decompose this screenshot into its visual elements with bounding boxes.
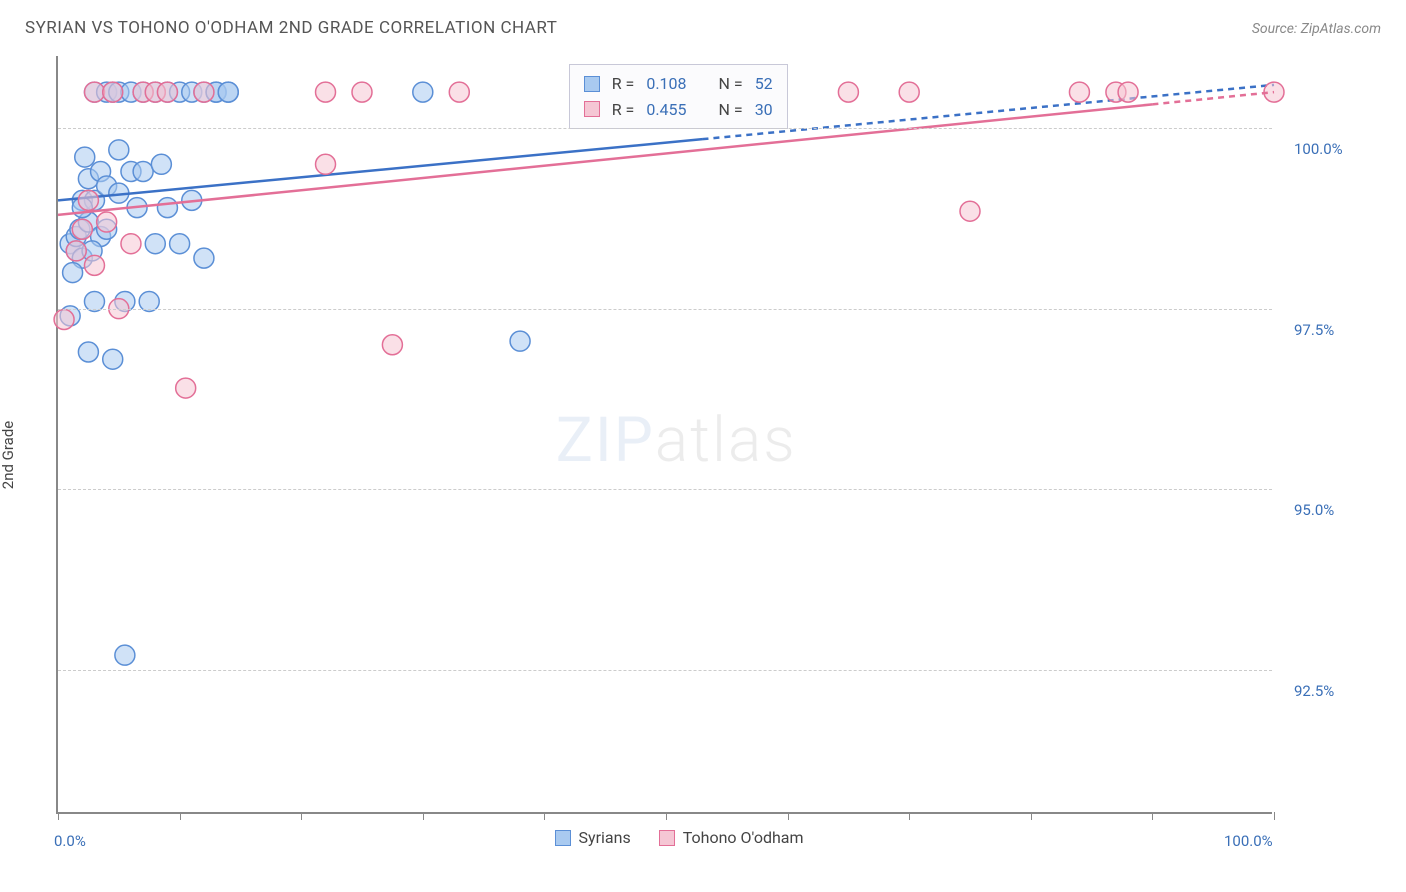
x-tick <box>180 812 181 820</box>
y-axis-label: 2nd Grade <box>0 421 17 489</box>
stats-n-value: 30 <box>755 97 773 123</box>
scatter-point <box>97 212 117 232</box>
y-tick-label: 100.0% <box>1294 140 1343 158</box>
correlation-stats-box: R = 0.108 N = 52 R = 0.455 N = 30 <box>569 64 788 129</box>
gridline <box>58 128 1272 129</box>
legend-swatch <box>659 830 675 846</box>
x-tick <box>58 812 59 820</box>
scatter-point <box>109 140 129 160</box>
scatter-point <box>121 234 141 254</box>
gridline <box>58 489 1272 490</box>
x-tick <box>1274 812 1275 820</box>
x-tick <box>1031 812 1032 820</box>
stats-r-label: R = <box>612 71 635 97</box>
x-tick-label: 0.0% <box>54 832 86 850</box>
scatter-point <box>78 190 98 210</box>
scatter-point <box>449 82 469 102</box>
trend-line-dashed <box>702 85 1274 139</box>
x-tick <box>301 812 302 820</box>
legend-swatch <box>555 830 571 846</box>
scatter-point <box>84 255 104 275</box>
stats-row: R = 0.455 N = 30 <box>584 97 773 123</box>
scatter-point <box>899 82 919 102</box>
scatter-point <box>63 263 83 283</box>
scatter-point <box>84 82 104 102</box>
stats-n-label: N = <box>719 97 743 123</box>
source-link[interactable]: ZipAtlas.com <box>1301 21 1381 37</box>
stats-n-label: N = <box>719 71 743 97</box>
scatter-point <box>103 349 123 369</box>
scatter-point <box>170 234 190 254</box>
x-tick <box>1152 812 1153 820</box>
stats-swatch <box>584 101 600 117</box>
scatter-point <box>151 154 171 174</box>
scatter-point <box>960 201 980 221</box>
scatter-point <box>352 82 372 102</box>
scatter-point <box>194 248 214 268</box>
y-tick-label: 92.5% <box>1294 682 1334 700</box>
bottom-legend: Syrians Tohono O'odham <box>555 828 804 847</box>
x-tick <box>788 812 789 820</box>
x-tick-label: 100.0% <box>1224 832 1273 850</box>
scatter-point <box>316 154 336 174</box>
scatter-point <box>1069 82 1089 102</box>
scatter-point <box>510 331 530 351</box>
legend-label: Syrians <box>579 828 631 847</box>
scatter-point <box>157 198 177 218</box>
x-tick <box>544 812 545 820</box>
gridline <box>58 670 1272 671</box>
plot-area: ZIPatlas R =0.108N =52R =0.455N =30 92.5… <box>56 56 1272 814</box>
stats-r-value: 0.108 <box>646 71 686 97</box>
chart-title: SYRIAN VS TOHONO O'ODHAM 2ND GRADE CORRE… <box>25 18 557 38</box>
scatter-point <box>382 335 402 355</box>
legend-label: Tohono O'odham <box>683 828 804 847</box>
scatter-point <box>115 645 135 665</box>
y-tick-label: 97.5% <box>1294 321 1334 339</box>
source-attribution: Source: ZipAtlas.com <box>1252 21 1381 37</box>
scatter-point <box>103 82 123 102</box>
legend-item: Syrians <box>555 828 631 847</box>
scatter-point <box>838 82 858 102</box>
scatter-point <box>194 82 214 102</box>
scatter-point <box>157 82 177 102</box>
scatter-point <box>66 241 86 261</box>
scatter-point <box>145 234 165 254</box>
stats-r-label: R = <box>612 97 635 123</box>
source-prefix: Source: <box>1252 21 1301 37</box>
stats-n-value: 52 <box>755 71 773 97</box>
scatter-point <box>78 342 98 362</box>
scatter-point <box>72 219 92 239</box>
scatter-point <box>54 309 74 329</box>
legend-item: Tohono O'odham <box>659 828 804 847</box>
scatter-point <box>176 378 196 398</box>
scatter-point <box>218 82 238 102</box>
chart-svg <box>58 56 1272 812</box>
stats-r-value: 0.455 <box>646 97 686 123</box>
y-tick-label: 95.0% <box>1294 501 1334 519</box>
scatter-point <box>133 162 153 182</box>
x-tick <box>666 812 667 820</box>
scatter-point <box>316 82 336 102</box>
gridline <box>58 309 1272 310</box>
stats-swatch <box>584 76 600 92</box>
x-tick <box>909 812 910 820</box>
scatter-point <box>1118 82 1138 102</box>
scatter-point <box>413 82 433 102</box>
stats-row: R = 0.108 N = 52 <box>584 71 773 97</box>
trend-line-dashed <box>1152 92 1274 104</box>
x-tick <box>423 812 424 820</box>
scatter-point <box>75 147 95 167</box>
